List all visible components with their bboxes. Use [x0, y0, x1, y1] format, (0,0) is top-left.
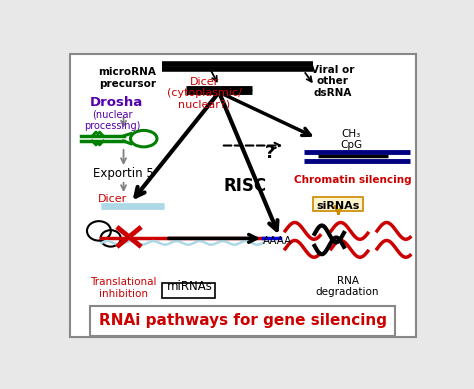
Text: microRNA
precursor: microRNA precursor — [98, 67, 156, 89]
Text: Drosha: Drosha — [90, 96, 143, 109]
Text: Dicer: Dicer — [98, 194, 127, 205]
Text: miRNAs: miRNAs — [167, 280, 213, 293]
Text: CH₃
CpG: CH₃ CpG — [340, 129, 362, 150]
Text: Viral or
other
dsRNA: Viral or other dsRNA — [311, 65, 355, 98]
Text: AAAA: AAAA — [263, 237, 292, 246]
Text: Translational
inhibition: Translational inhibition — [90, 277, 157, 299]
Text: RNAi pathways for gene silencing: RNAi pathways for gene silencing — [99, 313, 387, 328]
Text: Chromatin silencing: Chromatin silencing — [294, 175, 412, 185]
FancyBboxPatch shape — [313, 197, 364, 212]
Text: Dicer
(cytoplasmic/
nuclear?): Dicer (cytoplasmic/ nuclear?) — [167, 77, 242, 110]
Text: ?: ? — [265, 144, 276, 162]
Text: siRNAs: siRNAs — [317, 201, 360, 211]
Text: Exportin 5: Exportin 5 — [93, 168, 154, 180]
Text: RNA
degradation: RNA degradation — [316, 275, 379, 297]
Text: RISC: RISC — [223, 177, 266, 195]
FancyBboxPatch shape — [162, 283, 215, 298]
FancyBboxPatch shape — [70, 54, 416, 337]
FancyBboxPatch shape — [91, 306, 395, 336]
Text: (nuclear
processing): (nuclear processing) — [84, 109, 141, 131]
